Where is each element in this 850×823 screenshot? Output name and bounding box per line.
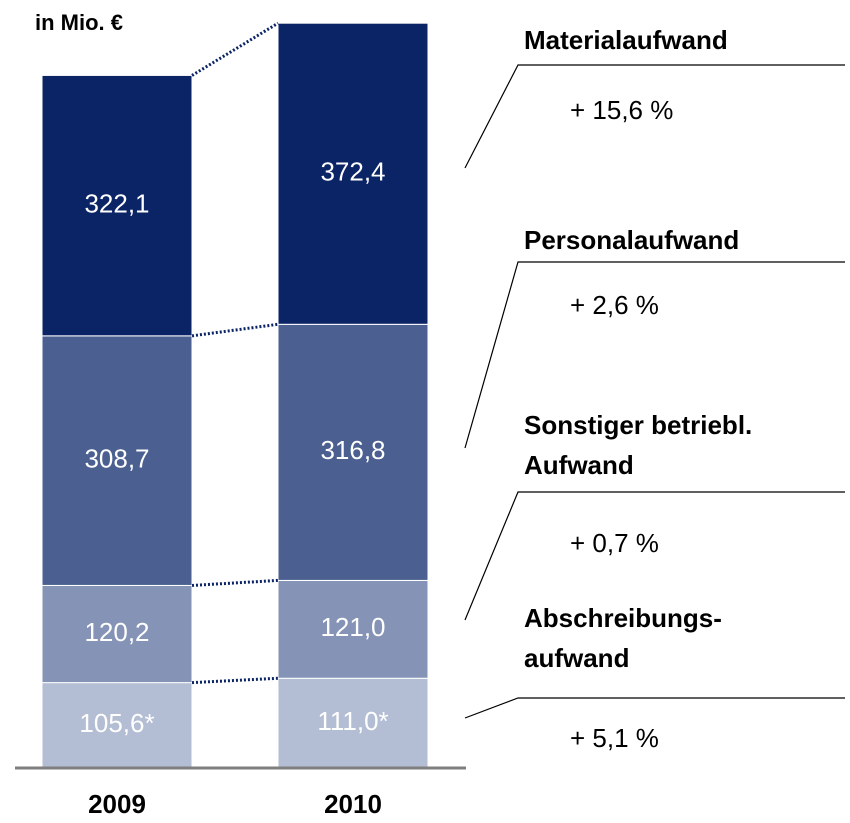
legend-line: Abschreibungs-: [524, 603, 722, 633]
legend-line: Aufwand: [524, 450, 634, 480]
value-label: 308,7: [84, 444, 149, 474]
value-label: 316,8: [320, 435, 385, 465]
connector: [191, 322, 279, 338]
legend-label: Materialaufwand: [524, 25, 728, 55]
change-label: + 15,6 %: [570, 95, 673, 125]
bar-segment: [277, 22, 429, 325]
x-tick-label: 2009: [88, 789, 146, 819]
connector: [191, 578, 279, 587]
legend-label: Personalaufwand: [524, 225, 739, 255]
legend-label: Abschreibungs-aufwand: [524, 603, 722, 673]
value-label: 121,0: [320, 612, 385, 642]
legend-line: Personalaufwand: [524, 225, 739, 255]
value-label: 120,2: [84, 617, 149, 647]
value-label: 372,4: [320, 157, 385, 187]
connector: [191, 676, 279, 685]
legend-leader: [464, 491, 845, 621]
change-label: + 0,7 %: [570, 528, 659, 558]
bar-segment: [277, 677, 429, 769]
legend-leader: [464, 261, 845, 449]
bar-segment: [41, 74, 193, 337]
change-label: + 2,6 %: [570, 290, 659, 320]
bar-segment: [277, 323, 429, 581]
value-label: 111,0*: [317, 706, 388, 736]
unit-label: in Mio. €: [35, 10, 123, 35]
bar-segment: [41, 584, 193, 684]
bar-segment: [277, 579, 429, 679]
value-label: 105,6*: [79, 708, 154, 738]
legend-line: Materialaufwand: [524, 25, 728, 55]
legend-line: aufwand: [524, 643, 629, 673]
legend-label: Sonstiger betriebl. Aufwand: [524, 410, 752, 480]
connector: [191, 21, 279, 77]
value-label: 322,1: [84, 189, 149, 219]
legend-line: Sonstiger betriebl.: [524, 410, 752, 440]
x-tick-label: 2010: [324, 789, 382, 819]
legend-leader: [464, 64, 845, 169]
change-label: + 5,1 %: [570, 723, 659, 753]
bar-segment: [41, 682, 193, 769]
legend-leader: [464, 697, 845, 719]
